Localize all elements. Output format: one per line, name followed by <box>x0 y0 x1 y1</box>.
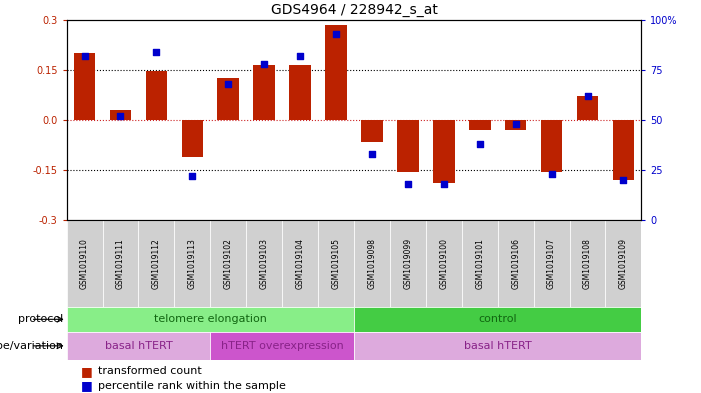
Text: GSM1019101: GSM1019101 <box>475 238 484 289</box>
Point <box>223 81 234 87</box>
Point <box>367 151 378 157</box>
Text: GSM1019113: GSM1019113 <box>188 238 197 289</box>
Bar <box>426 220 462 307</box>
Text: GSM1019106: GSM1019106 <box>511 238 520 289</box>
Text: telomere elongation: telomere elongation <box>154 314 267 324</box>
Bar <box>433 120 455 183</box>
Point <box>259 61 270 67</box>
Text: transformed count: transformed count <box>98 366 202 376</box>
Text: GSM1019111: GSM1019111 <box>116 238 125 289</box>
Bar <box>569 220 606 307</box>
Point <box>618 177 629 183</box>
Bar <box>246 220 282 307</box>
Bar <box>74 53 95 120</box>
Point <box>438 181 449 187</box>
Bar <box>325 25 347 120</box>
Point <box>186 173 198 179</box>
Bar <box>533 220 569 307</box>
Text: GSM1019107: GSM1019107 <box>547 238 556 289</box>
Bar <box>361 120 383 141</box>
Point <box>582 93 593 99</box>
Bar <box>397 120 418 172</box>
Text: GSM1019108: GSM1019108 <box>583 238 592 289</box>
Bar <box>283 220 318 307</box>
Text: GSM1019104: GSM1019104 <box>296 238 305 289</box>
Text: GSM1019110: GSM1019110 <box>80 238 89 289</box>
Text: genotype/variation: genotype/variation <box>0 341 63 351</box>
Text: GSM1019105: GSM1019105 <box>332 238 341 289</box>
Bar <box>354 220 390 307</box>
Text: protocol: protocol <box>18 314 63 324</box>
Text: GSM1019098: GSM1019098 <box>367 238 376 289</box>
Bar <box>138 220 175 307</box>
Text: GSM1019099: GSM1019099 <box>403 238 412 289</box>
Bar <box>217 78 239 120</box>
Text: GSM1019102: GSM1019102 <box>224 238 233 289</box>
Title: GDS4964 / 228942_s_at: GDS4964 / 228942_s_at <box>271 3 437 17</box>
Bar <box>254 65 275 120</box>
Bar <box>146 72 168 120</box>
Bar <box>290 65 311 120</box>
Bar <box>102 220 139 307</box>
Text: GSM1019109: GSM1019109 <box>619 238 628 289</box>
Bar <box>613 120 634 180</box>
Point <box>402 181 414 187</box>
Bar <box>505 120 526 130</box>
Text: ■: ■ <box>81 379 96 393</box>
Text: ■: ■ <box>81 365 96 378</box>
Bar <box>606 220 641 307</box>
Point <box>546 171 557 177</box>
Text: control: control <box>478 314 517 324</box>
Bar <box>182 120 203 156</box>
Bar <box>354 332 641 360</box>
Bar <box>67 307 354 332</box>
Bar <box>318 220 354 307</box>
Bar <box>390 220 426 307</box>
Bar <box>210 220 246 307</box>
Bar <box>577 96 599 120</box>
Bar <box>462 220 498 307</box>
Point <box>294 53 306 59</box>
Point <box>474 141 485 147</box>
Bar <box>541 120 562 172</box>
Bar <box>109 110 131 120</box>
Point <box>151 49 162 55</box>
Bar <box>210 332 354 360</box>
Point <box>330 31 341 37</box>
Point <box>79 53 90 59</box>
Bar <box>498 220 533 307</box>
Text: basal hTERT: basal hTERT <box>104 341 172 351</box>
Bar <box>67 332 210 360</box>
Point <box>115 113 126 119</box>
Text: GSM1019112: GSM1019112 <box>152 238 161 289</box>
Bar <box>469 120 491 130</box>
Bar <box>67 220 102 307</box>
Text: percentile rank within the sample: percentile rank within the sample <box>98 381 286 391</box>
Text: basal hTERT: basal hTERT <box>464 341 531 351</box>
Text: GSM1019100: GSM1019100 <box>440 238 449 289</box>
Bar <box>175 220 210 307</box>
Text: GSM1019103: GSM1019103 <box>259 238 268 289</box>
Text: hTERT overexpression: hTERT overexpression <box>221 341 343 351</box>
Point <box>510 121 522 127</box>
Bar <box>354 307 641 332</box>
